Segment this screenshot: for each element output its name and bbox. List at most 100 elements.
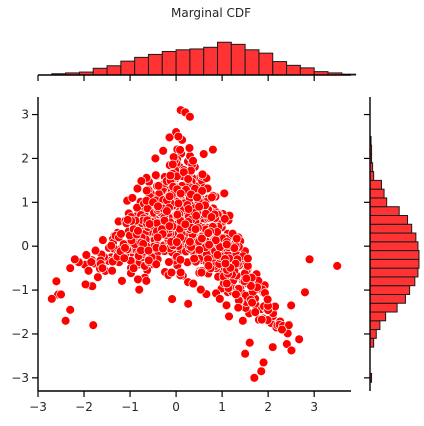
- scatter-point: [332, 261, 342, 271]
- scatter-point: [188, 278, 199, 289]
- scatter-point: [164, 257, 174, 267]
- scatter-point: [246, 281, 256, 291]
- x-tick-label: 0: [172, 400, 180, 414]
- scatter-point: [229, 243, 240, 253]
- y-hist-bar: [369, 232, 417, 243]
- scatter-points: [47, 105, 342, 383]
- scatter-point: [141, 185, 152, 196]
- x-hist-bar: [230, 43, 246, 76]
- x-marginal-histogram: [37, 41, 357, 81]
- scatter-point: [106, 241, 116, 251]
- scatter-point: [183, 299, 193, 309]
- scatter-point: [194, 201, 204, 212]
- scatter-point: [183, 204, 194, 214]
- scatter-point: [117, 276, 127, 286]
- y-hist-bar: [369, 267, 419, 278]
- scatter-point: [152, 232, 163, 243]
- y-hist-bar: [369, 302, 398, 313]
- scatter-point: [222, 239, 232, 250]
- scatter-point: [172, 237, 182, 247]
- scatter-point: [231, 289, 241, 300]
- x-tick-label: 3: [310, 400, 318, 414]
- y-hist-bar: [369, 214, 409, 225]
- y-hist-bar: [369, 206, 400, 216]
- scatter-point: [80, 279, 91, 290]
- scatter-point: [165, 170, 176, 181]
- scatter-point: [93, 272, 103, 282]
- x-hist-bar: [272, 61, 288, 76]
- scatter-point: [153, 201, 163, 212]
- y-hist-bar: [369, 250, 420, 260]
- scatter-point: [185, 111, 195, 122]
- x-hist-bar: [120, 60, 136, 76]
- x-hist-bar: [189, 48, 205, 76]
- scatter-point: [238, 316, 248, 326]
- x-hist-bar: [203, 46, 219, 76]
- x-hist-bar: [258, 52, 274, 76]
- scatter-point: [134, 284, 144, 295]
- scatter-point: [162, 206, 172, 216]
- scatter-point: [175, 188, 186, 199]
- scatter-point: [65, 263, 75, 273]
- scatter-point: [98, 235, 108, 245]
- scatter-point: [172, 209, 183, 220]
- y-tick-label: −3: [11, 371, 29, 385]
- scatter-point: [81, 250, 92, 260]
- y-tick-label: −2: [11, 327, 29, 341]
- y-tick-label: 2: [21, 151, 29, 165]
- scatter-point: [86, 257, 96, 267]
- x-hist-bar: [299, 67, 315, 76]
- scatter-point: [144, 219, 155, 229]
- x-tick-label: −3: [29, 400, 47, 414]
- scatter-point: [257, 314, 267, 325]
- y-hist-bar: [369, 285, 411, 295]
- scatter-point: [175, 255, 186, 265]
- scatter-point: [123, 215, 133, 225]
- scatter-point: [168, 159, 178, 170]
- scatter-point: [277, 324, 287, 335]
- y-hist-bar: [369, 311, 387, 322]
- y-tick-label: −1: [11, 283, 29, 297]
- x-tick-label: 2: [264, 400, 272, 414]
- y-hist-bar: [369, 188, 385, 199]
- scatter-point: [241, 273, 252, 284]
- y-tick-label: 3: [21, 108, 29, 122]
- scatter-point: [221, 278, 232, 289]
- y-hist-bar: [369, 179, 382, 190]
- scatter-point: [240, 348, 250, 359]
- x-tick-label: 1: [218, 400, 226, 414]
- scatter-point: [197, 169, 208, 180]
- scatter-point: [203, 228, 214, 238]
- scatter-point: [175, 145, 185, 155]
- scatter-point: [258, 357, 269, 368]
- x-tick-label: −2: [75, 400, 93, 414]
- scatter-point: [203, 261, 214, 271]
- scatter-point: [164, 191, 175, 202]
- scatter-point: [151, 170, 161, 180]
- scatter-point: [47, 294, 57, 304]
- scatter-point: [220, 214, 230, 224]
- scatter-point: [183, 174, 193, 184]
- scatter-point: [133, 226, 143, 236]
- scatter-point: [175, 267, 186, 278]
- scatter-point: [83, 266, 94, 276]
- scatter-point: [188, 156, 198, 166]
- scatter-point: [158, 146, 168, 156]
- x-hist-bar: [244, 49, 260, 76]
- scatter-point: [184, 143, 195, 153]
- scatter-point: [190, 224, 201, 234]
- scatter-point: [224, 311, 234, 322]
- scatter-point: [120, 243, 130, 253]
- y-marginal-histogram: [364, 97, 420, 391]
- scatter-point: [153, 181, 164, 191]
- scatter-point: [204, 239, 214, 250]
- scatter-point: [219, 188, 230, 199]
- y-hist-bar: [369, 320, 381, 331]
- scatter-point: [70, 254, 80, 265]
- y-tick-label: 1: [21, 195, 29, 209]
- scatter-point: [300, 287, 310, 298]
- scatter-point: [282, 339, 292, 349]
- scatter-point: [268, 342, 278, 352]
- y-tick-label: 0: [21, 239, 29, 253]
